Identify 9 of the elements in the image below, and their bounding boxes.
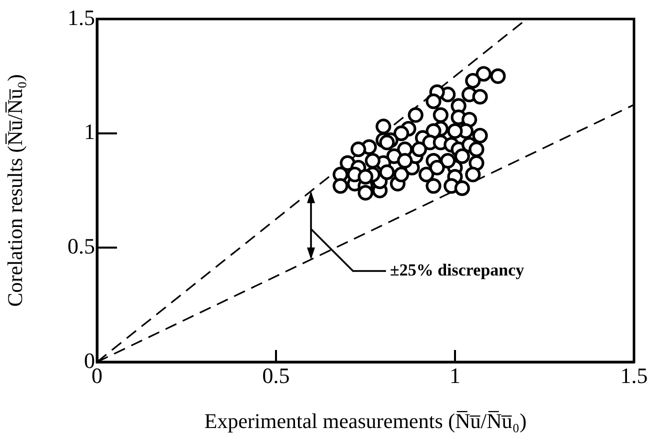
y-tick-label: 1 xyxy=(84,119,95,144)
annotation: ±25% discrepancy xyxy=(390,260,525,280)
y-tick-label: 1.5 xyxy=(68,4,95,30)
y-tick-label: 0.5 xyxy=(68,233,95,258)
x-tick-label: 1.5 xyxy=(620,362,648,388)
x-tick-label: 1 xyxy=(450,362,460,388)
y-axis-title: Corelation results (N̅u̅/N̅u̅₀) xyxy=(3,74,28,307)
x-axis-title: Experimental measurements (N̅u̅/N̅u̅₀) xyxy=(204,408,527,433)
x-tick-label: 0.5 xyxy=(262,362,290,388)
